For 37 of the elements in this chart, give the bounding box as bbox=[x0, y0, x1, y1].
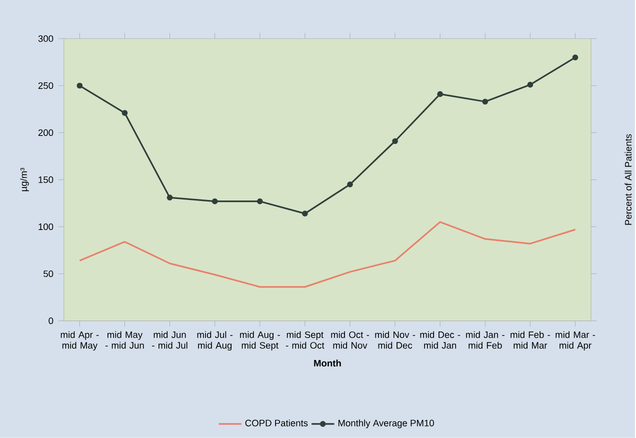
y-tick-label: 200 bbox=[38, 129, 54, 136]
x-tick-label: mid Oct - mid Nov bbox=[331, 331, 369, 349]
x-tick-label: mid Sept - mid Oct bbox=[286, 331, 324, 349]
y2-axis-title: Percent of All Patients bbox=[624, 134, 632, 225]
legend-label: COPD Patients bbox=[245, 420, 308, 426]
y-tick-label: 100 bbox=[38, 223, 54, 230]
point bbox=[302, 210, 308, 217]
x-tick-label: mid Mar - mid Apr bbox=[556, 331, 596, 351]
x-tick-label: mid Nov - mid Dec bbox=[375, 331, 416, 349]
x-tick-label: mid May - mid Jun bbox=[105, 331, 144, 349]
y-axis-title: µg/m³ bbox=[20, 168, 29, 192]
y-tick-label: 300 bbox=[38, 35, 54, 42]
y-tick-label: 250 bbox=[38, 82, 54, 89]
y-tick-label: 0 bbox=[48, 318, 54, 324]
x-tick-label: mid Jul - mid Aug bbox=[197, 331, 233, 351]
y-tick-label: 150 bbox=[38, 176, 54, 184]
x-tick-label: mid Feb - mid Mar bbox=[510, 331, 550, 349]
point bbox=[212, 198, 218, 204]
point bbox=[256, 198, 263, 204]
point bbox=[347, 182, 353, 188]
point bbox=[527, 82, 534, 88]
x-tick-label: mid Jan - mid Feb bbox=[466, 331, 504, 349]
point bbox=[437, 91, 444, 98]
line-series bbox=[78, 221, 576, 288]
x-tick-label: mid Aug - mid Sept bbox=[240, 331, 280, 351]
point bbox=[122, 110, 128, 116]
x-tick-label: mid Dec - mid Jan bbox=[420, 331, 460, 349]
point bbox=[166, 194, 173, 201]
x-tick-label: mid Jun - mid Jul bbox=[152, 331, 188, 349]
point bbox=[482, 98, 488, 105]
x-tick-label: mid Apr - mid May bbox=[60, 331, 99, 351]
x-axis-title: Month bbox=[314, 360, 341, 367]
point bbox=[392, 138, 398, 144]
y-tick-label: 50 bbox=[44, 270, 54, 278]
point bbox=[572, 54, 578, 60]
point bbox=[76, 82, 83, 89]
legend-label: Monthly Average PM10 bbox=[338, 420, 434, 428]
